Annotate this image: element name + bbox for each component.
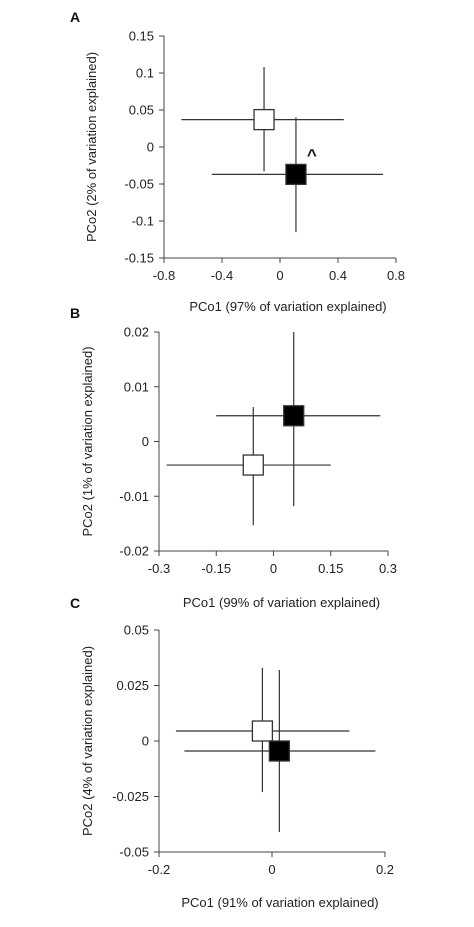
y-tick-label: -0.02 bbox=[119, 544, 149, 559]
data-point-open-square bbox=[253, 108, 275, 131]
y-tick-label: 0.05 bbox=[124, 623, 149, 638]
y-tick-label: -0.05 bbox=[119, 845, 149, 860]
y-tick-label: -0.025 bbox=[112, 789, 149, 804]
x-tick-label: 0 bbox=[268, 862, 275, 877]
x-tick-label: 0.8 bbox=[387, 268, 405, 283]
x-tick-label: -0.2 bbox=[148, 862, 170, 877]
panel-a: A 0.15 0.1 0.05 0 -0.05 -0.1 -0.15 -0.8 -0.4 0 0.4 0… bbox=[70, 9, 405, 314]
x-axis-title: PCo1 (91% of variation explained) bbox=[181, 895, 378, 910]
panel-letter: B bbox=[70, 305, 80, 321]
data-point-open-square bbox=[251, 720, 274, 742]
panel-b: B 0.02 0.01 0 -0.01 -0.02 -0.3 -0.15 0 0.15 0.3 PCo… bbox=[70, 305, 397, 610]
data-point-filled-square bbox=[285, 163, 307, 186]
x-tick-label: -0.15 bbox=[201, 561, 231, 576]
y-tick-label: 0.1 bbox=[136, 66, 154, 81]
y-tick-label: 0.15 bbox=[129, 29, 154, 44]
x-axis-title: PCo1 (97% of variation explained) bbox=[189, 299, 386, 314]
y-tick-label: 0 bbox=[142, 434, 149, 449]
x-tick-label: 0.4 bbox=[329, 268, 347, 283]
y-tick-label: -0.1 bbox=[132, 214, 154, 229]
y-tick-label: 0.025 bbox=[116, 678, 149, 693]
x-tick-label: -0.8 bbox=[153, 268, 175, 283]
y-tick-label: 0 bbox=[142, 734, 149, 749]
x-axis-title: PCo1 (99% of variation explained) bbox=[183, 595, 380, 610]
significance-marker: ^ bbox=[307, 145, 317, 164]
y-tick-label: 0 bbox=[147, 140, 154, 155]
data-point-open-square bbox=[242, 454, 264, 476]
x-tick-label: 0.15 bbox=[318, 561, 343, 576]
panel-letter: A bbox=[70, 9, 80, 25]
x-tick-label: -0.4 bbox=[211, 268, 233, 283]
x-tick-label: -0.3 bbox=[148, 561, 170, 576]
x-tick-label: 0.3 bbox=[379, 561, 397, 576]
x-tick-label: 0.2 bbox=[376, 862, 394, 877]
panel-c: C 0.05 0.025 0 -0.025 -0.05 -0.2 0 0.2 PCo1 (91% … bbox=[70, 595, 394, 910]
y-axis-title: PCo2 (4% of variation explained) bbox=[80, 646, 95, 836]
y-tick-label: -0.01 bbox=[119, 489, 149, 504]
data-point-filled-square bbox=[283, 405, 305, 427]
y-tick-label: 0.01 bbox=[124, 379, 149, 394]
y-tick-label: 0.05 bbox=[129, 103, 154, 118]
y-axis-title: PCo2 (1% of variation explained) bbox=[80, 346, 95, 536]
x-tick-label: 0 bbox=[276, 268, 283, 283]
data-point-filled-square bbox=[268, 740, 290, 762]
x-tick-label: 0 bbox=[270, 561, 277, 576]
y-tick-label: 0.02 bbox=[124, 325, 149, 340]
y-axis-title: PCo2 (2% of variation explained) bbox=[84, 52, 99, 242]
y-tick-label: -0.15 bbox=[124, 251, 154, 266]
y-tick-label: -0.05 bbox=[124, 177, 154, 192]
panel-letter: C bbox=[70, 595, 80, 611]
